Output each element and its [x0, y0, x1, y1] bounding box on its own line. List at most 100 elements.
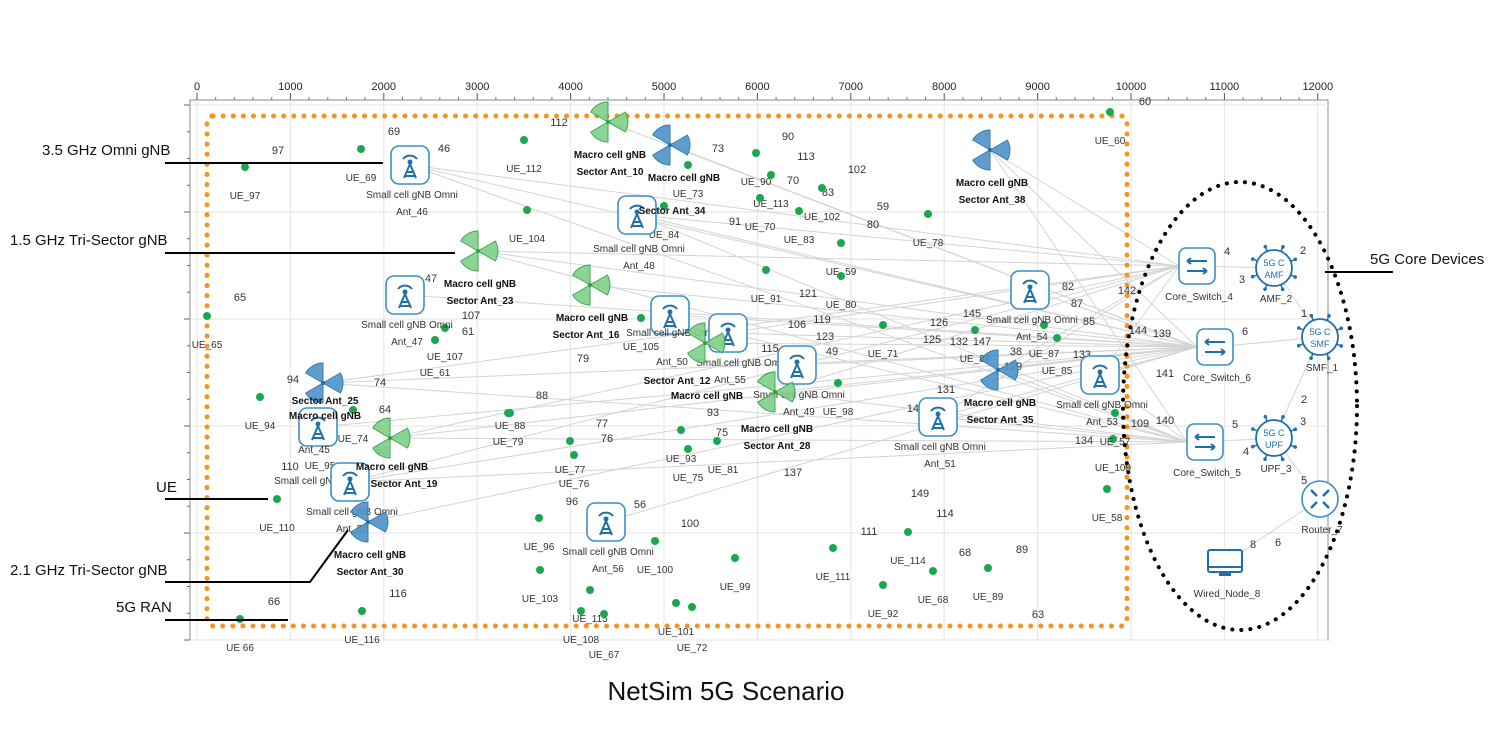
ue-node[interactable]: UE_80 [826, 272, 857, 311]
ue-node[interactable]: UE_94 [245, 393, 276, 432]
macro-cell-gnb[interactable]: Macro cell gNB Sector Ant_38 [956, 129, 1028, 206]
ue-node[interactable]: UE_98 [823, 379, 854, 418]
link-number: 125 [923, 334, 941, 346]
node-label-line1: Small cell gNB Omni [894, 442, 986, 453]
node-label-line2: Ant_50 [656, 357, 688, 368]
ue-node[interactable]: UE_85 [1042, 334, 1073, 377]
ue-node[interactable]: UE_65 [192, 312, 223, 351]
macro-cell-gnb[interactable]: Macro cell gNB Sector Ant_19 [356, 417, 438, 490]
ue-node[interactable]: UE_67 [589, 610, 620, 661]
link-number: 115 [761, 343, 779, 355]
ue-node[interactable]: UE_68 [918, 567, 949, 606]
ue-node[interactable]: UE_113 [753, 171, 789, 210]
ue-node[interactable]: UE_110 [259, 495, 295, 534]
ue-node[interactable]: UE_78 [913, 210, 944, 249]
ue-node[interactable]: UE_75 [673, 445, 704, 484]
core-switch-6[interactable]: Core_Switch_6 [1183, 328, 1251, 384]
macro-cell-gnb[interactable]: Macro cell gNB Sector Ant_30 [334, 501, 406, 578]
ue-node[interactable]: UE_84 [649, 202, 680, 241]
link-number: 3 [1300, 416, 1306, 428]
ue-node[interactable]: UE_114 [890, 528, 926, 567]
node-label-line2: Ant_51 [924, 459, 956, 470]
link-number: 87 [1071, 298, 1083, 310]
ue-node[interactable]: UE_58 [1092, 485, 1123, 524]
ue-node[interactable]: UE_108 [563, 607, 600, 646]
ue-node[interactable]: UE_57 [1100, 409, 1131, 448]
ue-node[interactable]: UE_101 [658, 599, 695, 638]
ue-node[interactable]: UE_81 [708, 437, 739, 476]
macro-cell-gnb[interactable]: Macro cell gNB Sector Ant_28 [741, 371, 813, 452]
small-cell-gnb[interactable]: Small cell gNB Omni Ant_47 [361, 275, 453, 348]
small-cell-gnb[interactable]: Small cell gNB Omni Ant_54 [986, 270, 1078, 343]
wired-node-8[interactable]: Wired_Node_8 [1194, 549, 1261, 600]
ue-node[interactable]: UE_116 [344, 607, 380, 646]
small-cell-gnb[interactable]: Small cell gNB Omni Ant_46 [366, 145, 458, 218]
macro-cell-gnb[interactable]: Macro cell gNB Sector Ant_35 [964, 349, 1036, 426]
ue-node[interactable]: UE_77 [555, 437, 586, 476]
ue-node[interactable]: UE_99 [720, 554, 751, 593]
ue-node[interactable]: UE_76 [559, 451, 590, 490]
ue-node[interactable]: UE_89 [973, 564, 1004, 603]
ue-node[interactable]: UE_111 [816, 544, 851, 583]
ue-node[interactable]: UE_105 [623, 314, 660, 353]
ue-node[interactable]: UE_96 [524, 514, 555, 553]
small-cell-gnb[interactable]: Small cell gNB Omni Ant_49 [753, 345, 845, 418]
ue-node[interactable]: UE_107 [427, 324, 464, 363]
macro-cell-gnb[interactable]: Macro cell gNB Sector Ant_25 [289, 362, 361, 422]
small-cell-gnb[interactable]: Small cell gNB Omni Ant_50 [626, 295, 718, 368]
ue-node[interactable]: UE_115 [572, 586, 608, 625]
ue-dot-icon [672, 599, 680, 607]
node-label-line2: Ant_52 [336, 524, 368, 535]
ue-node[interactable]: UE_60 [1095, 108, 1126, 147]
ue-node[interactable]: UE_83 [784, 207, 815, 246]
ue-node[interactable]: UE_93 [666, 426, 697, 465]
amf-2[interactable]: 5G C AMF AMF_2 [1250, 244, 1298, 305]
antenna-tower-icon [1092, 364, 1108, 389]
small-cell-gnb[interactable]: Small cell gNB Omni Ant_53 [1056, 355, 1148, 428]
ue-node[interactable]: UE_88 [495, 409, 526, 432]
small-cell-gnb[interactable]: Small cell gNB Omni Ant_56 [562, 502, 654, 575]
ue-node[interactable]: UE_90 [741, 149, 772, 188]
link-number: 147 [973, 336, 991, 348]
core-switch-5[interactable]: Core_Switch_5 [1173, 423, 1241, 479]
ue-node[interactable]: UE_100 [637, 537, 674, 576]
link-number: 76 [601, 433, 613, 445]
macro-cell-gnb[interactable]: Macro cell gNB Sector Ant_10 [574, 101, 646, 178]
ue-node[interactable]: UE_104 [509, 206, 546, 245]
ue-node[interactable]: UE_69 [346, 145, 377, 184]
macro-cell-gnb[interactable]: Macro cell gNB Sector Ant_34 [639, 124, 721, 217]
link-number: 112 [550, 117, 568, 129]
core-switch-4[interactable]: Core_Switch_4 [1165, 247, 1233, 303]
ue-node[interactable]: UE_73 [673, 161, 704, 200]
ue-node[interactable]: UE_103 [522, 566, 559, 605]
ue-node[interactable]: UE_61 [420, 336, 451, 379]
ue-node[interactable]: UE_109 [1095, 435, 1132, 474]
ue-node[interactable]: UE_71 [868, 321, 899, 360]
ue-node[interactable]: UE_87 [1029, 321, 1060, 360]
ue-node[interactable]: UE_74 [338, 406, 369, 445]
ue-node[interactable]: UE_92 [868, 581, 899, 620]
ue-node[interactable]: UE_70 [745, 194, 776, 233]
macro-cell-gnb[interactable]: Macro cell gNB Sector Ant_23 [444, 230, 516, 307]
router-7[interactable]: Router_7 [1301, 480, 1343, 536]
upf-3[interactable]: 5G C UPF UPF_3 [1250, 414, 1298, 475]
small-cell-gnb[interactable]: Small cell gNB Omni Ant_51 [894, 397, 986, 470]
macro-cell-gnb[interactable]: Macro cell gNB Sector Ant_12 [644, 322, 744, 402]
ue-node[interactable]: UE_112 [506, 136, 542, 175]
link-number: 132 [950, 336, 968, 348]
node-label-line2: Sector Ant_10 [577, 167, 644, 178]
ue-label: UE_78 [913, 238, 944, 249]
small-cell-gnb[interactable]: Small cell gNB Omni Ant_48 [593, 195, 685, 272]
ue-node[interactable]: UE_102 [804, 184, 841, 223]
ue-node[interactable]: UE_91 [751, 266, 782, 305]
ue-node[interactable]: UE_97 [230, 163, 261, 202]
small-cell-gnb[interactable]: Small cell gNB Omni Ant_45 [274, 407, 366, 487]
ue-node[interactable]: UE_86 [960, 326, 991, 365]
tri-sector-antenna-icon [651, 124, 691, 166]
ue-label: UE_109 [1095, 463, 1132, 474]
ue-dot-icon [924, 210, 932, 218]
macro-cell-gnb[interactable]: Macro cell gNB Sector Ant_16 [553, 264, 629, 341]
ue-node[interactable]: UE_72 [677, 603, 708, 654]
smf-1[interactable]: 5G C SMF SMF_1 [1296, 313, 1344, 374]
